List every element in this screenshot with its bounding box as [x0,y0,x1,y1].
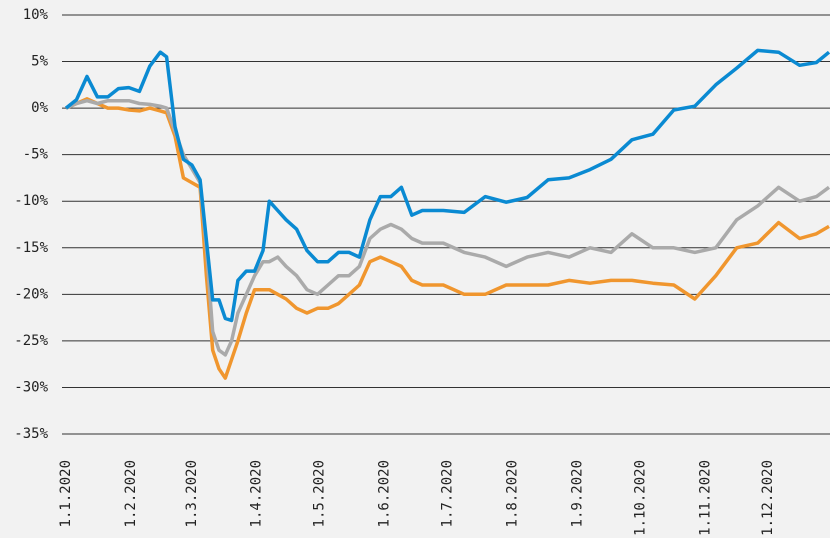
y-tick-label: -35% [14,426,48,442]
series-line [64,48,830,323]
x-tick-label: 1.12.2020 [760,460,776,536]
x-tick-label: 1.8.2020 [504,460,520,527]
y-tick-label: -25% [14,333,48,349]
x-tick-label: 1.6.2020 [377,460,393,527]
y-tick-label: -10% [14,193,48,209]
x-tick-label: 1.7.2020 [439,460,455,527]
y-tick-label: 0% [31,100,48,116]
series-line [65,98,830,357]
y-tick-label: -30% [14,379,48,395]
x-tick-label: 1.4.2020 [249,460,265,527]
x-tick-label: 1.9.2020 [569,460,585,527]
x-tick-label: 1.11.2020 [697,460,713,536]
x-tick-label: 1.5.2020 [312,460,328,527]
y-tick-label: -15% [14,240,48,256]
series-line [65,97,830,380]
y-tick-label: -20% [14,286,48,302]
x-tick-label: 1.1.2020 [58,460,74,527]
x-tick-label: 1.3.2020 [184,460,200,527]
x-tick-label: 1.10.2020 [632,460,648,536]
y-tick-label: -5% [23,147,49,163]
x-tick-label: 1.2.2020 [123,460,139,527]
y-tick-label: 5% [31,54,48,70]
y-tick-label: 10% [23,7,49,23]
